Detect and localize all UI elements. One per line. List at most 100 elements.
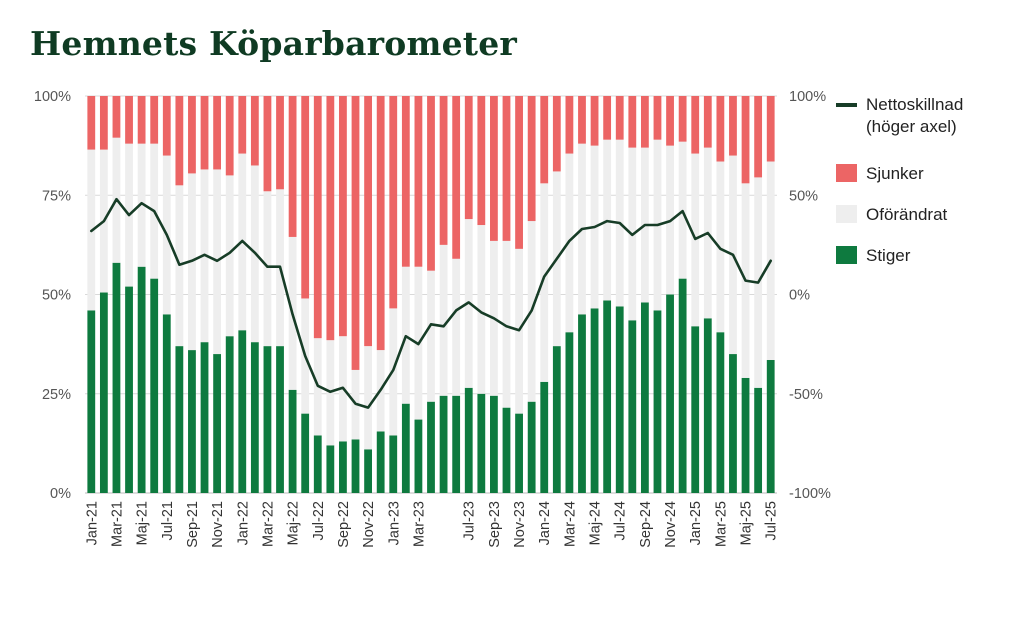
bar-sjunker	[87, 96, 96, 150]
x-tick-label: Sep-21	[185, 501, 201, 548]
x-tick-label: Sep-22	[336, 501, 352, 548]
y-right-tick-label: 100%	[789, 89, 826, 105]
bar-sjunker	[691, 96, 700, 154]
x-tick-label: Jul-23	[462, 501, 478, 540]
bar-sjunker	[741, 96, 750, 184]
bar-sjunker	[716, 96, 725, 162]
bar-sjunker	[729, 96, 737, 156]
bar-sjunker	[351, 96, 360, 370]
bar-sjunker	[301, 96, 310, 299]
bar-sjunker	[150, 96, 159, 144]
bar-stiger	[150, 278, 159, 493]
stacked-bars	[87, 96, 775, 493]
bar-stiger	[225, 336, 234, 493]
y-left-tick-label: 50%	[42, 288, 71, 304]
x-tick-label: Maj-21	[135, 501, 151, 545]
bar-sjunker	[326, 96, 335, 341]
x-tick-label: Jan-23	[386, 501, 402, 545]
bar-sjunker	[552, 96, 561, 172]
legend-label-oforandrat: Oförändrat	[866, 205, 948, 224]
bar-sjunker	[188, 96, 196, 174]
bar-stiger	[162, 314, 171, 493]
bar-sjunker	[364, 96, 372, 347]
x-tick-label: Sep-24	[638, 501, 654, 548]
y-left-tick-label: 75%	[42, 188, 71, 204]
bar-stiger	[741, 377, 750, 493]
bar-sjunker	[313, 96, 322, 339]
x-tick-label: Jan-21	[84, 501, 100, 545]
bar-sjunker	[603, 96, 612, 140]
bar-sjunker	[263, 96, 272, 192]
bar-stiger	[766, 360, 775, 493]
bar-stiger	[439, 395, 448, 493]
left-axis-ticks: 0% 25% 50% 75% 100%	[34, 89, 71, 502]
bar-sjunker	[175, 96, 184, 186]
bar-stiger	[137, 266, 146, 493]
bar-stiger	[376, 431, 385, 493]
bar-sjunker	[125, 96, 133, 144]
bar-stiger	[754, 387, 763, 493]
x-tick-label: Mar-22	[260, 501, 276, 547]
bar-stiger	[527, 401, 536, 493]
x-tick-label: Jan-24	[537, 501, 553, 545]
bar-stiger	[213, 354, 222, 493]
bar-oforandrat	[477, 225, 486, 394]
bar-stiger	[250, 342, 259, 493]
legend-item-sjunker: Sjunker	[836, 163, 924, 185]
bar-stiger	[326, 445, 335, 493]
bar-stiger	[703, 318, 712, 493]
bar-sjunker	[703, 96, 712, 148]
bar-stiger	[502, 407, 511, 493]
bar-sjunker	[401, 96, 410, 267]
y-right-tick-label: -50%	[789, 387, 823, 403]
bar-sjunker	[666, 96, 674, 146]
bar-sjunker	[527, 96, 536, 222]
bar-sjunker	[376, 96, 385, 351]
bar-sjunker	[439, 96, 448, 245]
bar-sjunker	[477, 96, 486, 226]
bar-stiger	[678, 278, 687, 493]
bar-stiger	[628, 320, 637, 493]
legend-swatch-oforandrat	[836, 205, 857, 223]
bar-stiger	[640, 302, 649, 493]
bar-sjunker	[162, 96, 171, 156]
legend-label-netto: Nettoskillnad (höger axel)	[866, 95, 964, 136]
bar-stiger	[276, 346, 284, 493]
x-tick-label: Nov-22	[361, 501, 377, 548]
x-tick-label: Maj-25	[739, 501, 755, 545]
bar-stiger	[464, 387, 473, 493]
bar-stiger	[339, 441, 347, 493]
bar-sjunker	[288, 96, 297, 237]
bar-stiger	[301, 413, 310, 493]
x-tick-label: Jul-25	[764, 501, 780, 541]
bar-stiger	[515, 413, 523, 493]
bar-stiger	[716, 332, 725, 493]
bar-sjunker	[276, 96, 284, 190]
bar-stiger	[238, 330, 247, 493]
bar-stiger	[99, 292, 108, 493]
bar-stiger	[389, 435, 398, 493]
legend-label-sjunker: Sjunker	[866, 164, 924, 183]
bar-stiger	[540, 381, 549, 493]
bar-sjunker	[490, 96, 498, 241]
bar-sjunker	[339, 96, 347, 337]
bar-stiger	[729, 354, 737, 493]
bar-sjunker	[389, 96, 398, 309]
x-axis-ticks: Jan-21 Mar-21 Maj-21 Jul-21 Sep-21 Nov-21 Jan-…	[84, 501, 779, 548]
bar-stiger	[590, 308, 599, 493]
bar-oforandrat	[439, 244, 448, 396]
x-tick-label: Jul-24	[613, 501, 629, 541]
bar-sjunker	[452, 96, 461, 259]
bar-oforandrat	[452, 258, 461, 396]
bar-sjunker	[515, 96, 523, 249]
bar-sjunker	[250, 96, 259, 166]
bar-sjunker	[640, 96, 649, 148]
bar-oforandrat	[137, 143, 146, 267]
bar-stiger	[200, 342, 209, 493]
net-difference-line	[90, 197, 773, 409]
bar-sjunker	[225, 96, 234, 176]
legend-item-stiger: Stiger	[836, 245, 910, 267]
x-tick-label: Jan-25	[688, 501, 704, 545]
x-tick-label: Maj-22	[286, 501, 302, 545]
y-right-tick-label: 0%	[789, 288, 810, 304]
